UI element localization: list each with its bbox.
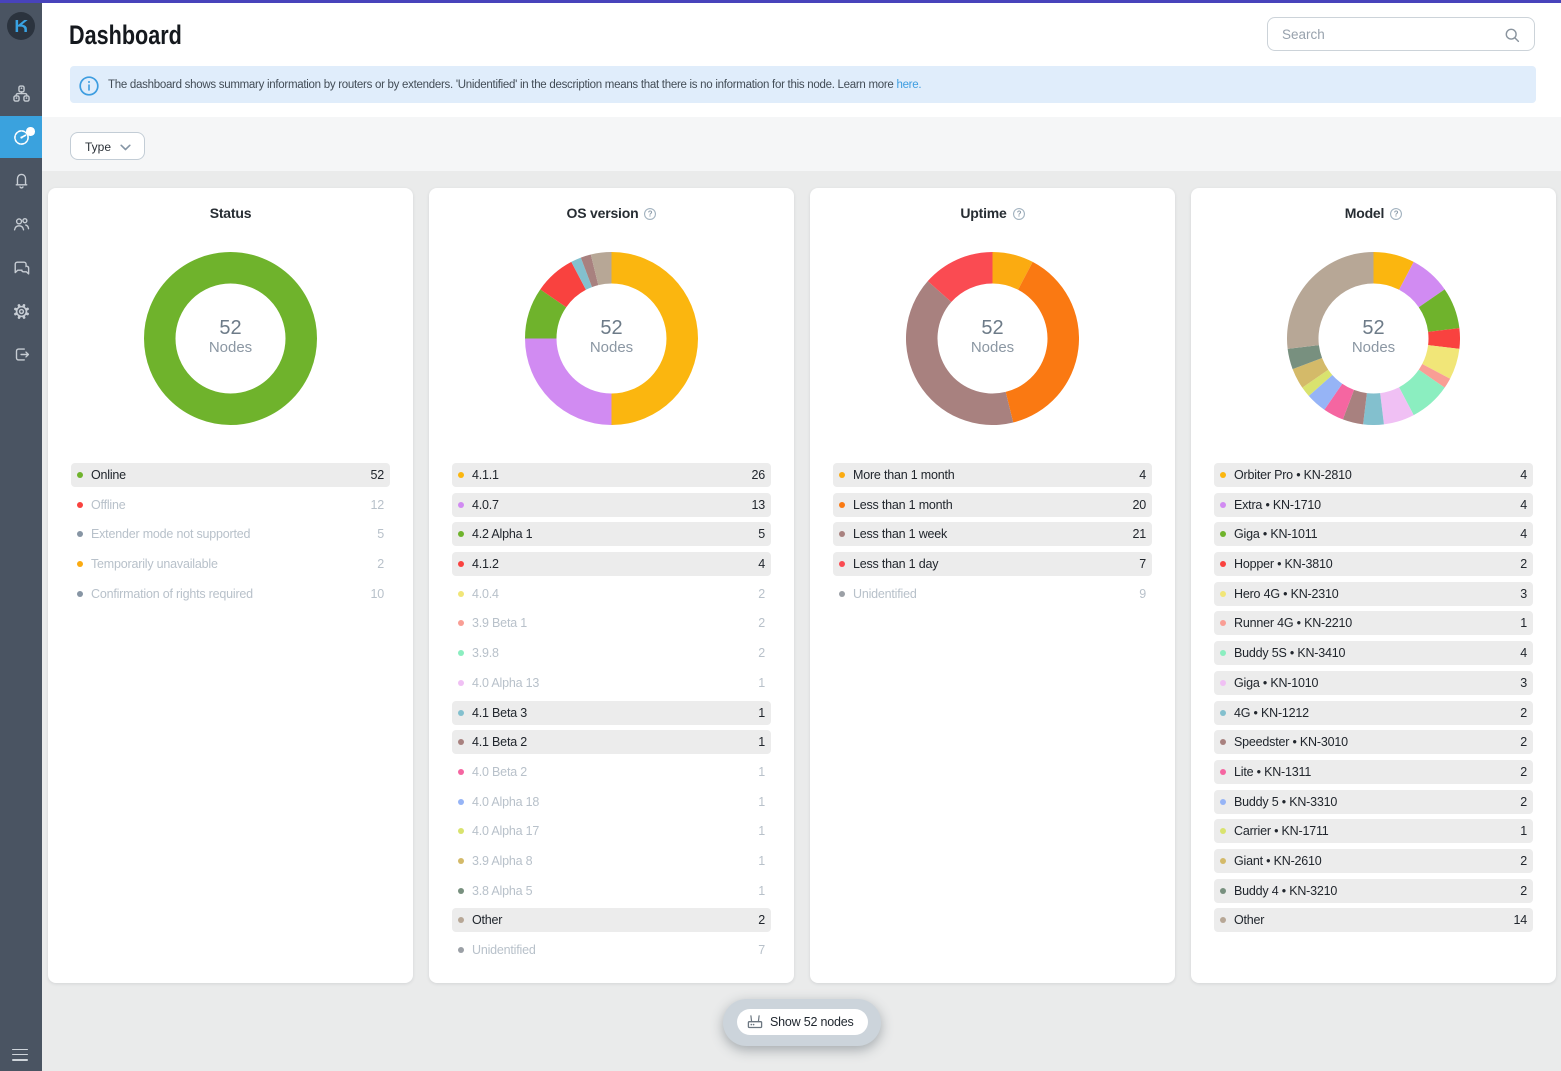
svg-text:?: ? (1016, 210, 1021, 219)
svg-text:?: ? (648, 210, 653, 219)
svg-text:?: ? (1394, 210, 1399, 219)
